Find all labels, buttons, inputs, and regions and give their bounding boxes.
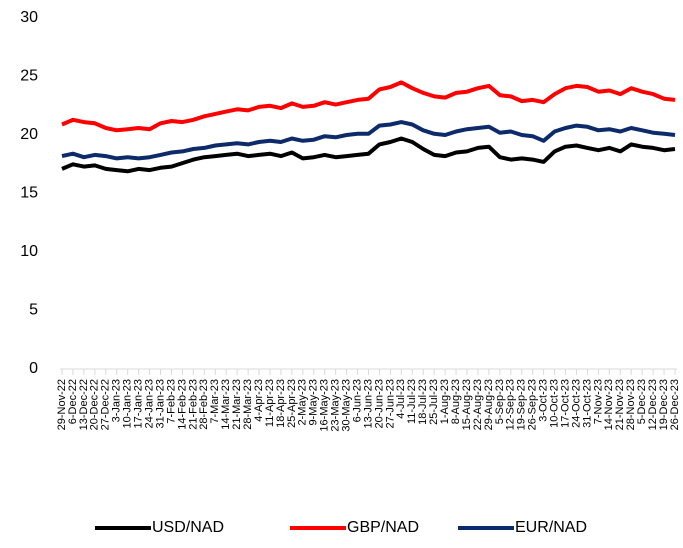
- x-tick-label: 29-Aug-23: [483, 379, 495, 430]
- x-tick-label: 5-Dec-23: [636, 379, 648, 424]
- x-tick-label: 11-Apr-23: [264, 379, 276, 427]
- x-tick-label: 14-Feb-23: [176, 379, 188, 430]
- x-tick-label: 13-Dec-22: [78, 379, 90, 430]
- x-tick-label: 20-Dec-22: [89, 379, 101, 430]
- x-tick-label: 28-Mar-23: [242, 379, 254, 430]
- x-tick-label: 11-Jul-23: [406, 379, 418, 424]
- x-tick-label: 12-Dec-23: [647, 379, 659, 430]
- x-tick-label: 21-Nov-23: [614, 379, 626, 430]
- x-tick-label: 14-Nov-23: [603, 379, 615, 430]
- series-line: [61, 136, 676, 174]
- x-tick-label: 24-Jan-23: [143, 379, 155, 429]
- legend-label: GBP/NAD: [347, 519, 419, 536]
- x-tick-label: 19-Dec-23: [658, 379, 670, 430]
- x-tick-label: 18-Jul-23: [417, 379, 429, 425]
- x-tick-label: 16-May-23: [319, 379, 331, 432]
- x-tick-label: 24-Oct-23: [570, 379, 582, 428]
- x-tick-label: 2-May-23: [297, 379, 309, 425]
- x-tick-label: 6-Jun-23: [351, 379, 363, 422]
- x-tick-label: 4-Apr-23: [253, 379, 265, 422]
- y-tick-label: 20: [20, 126, 38, 143]
- x-tick-label: 15-Aug-23: [461, 379, 473, 430]
- series-line: [61, 120, 676, 161]
- x-tick-label: 27-Dec-22: [100, 379, 112, 430]
- y-tick-label: 15: [20, 185, 38, 202]
- y-tick-label: 25: [20, 68, 38, 85]
- series-line: [61, 80, 676, 133]
- x-tick-label: 3-Jan-23: [111, 379, 123, 422]
- legend-label: USD/NAD: [152, 519, 224, 536]
- x-tick-label: 21-Feb-23: [187, 379, 199, 430]
- x-tick-label: 25-Apr-23: [286, 379, 298, 428]
- x-tick-label: 29-Nov-22: [56, 379, 68, 430]
- x-tick-label: 7-Mar-23: [209, 379, 221, 424]
- x-tick-label: 8-Aug-23: [450, 379, 462, 424]
- x-tick-label: 7-Feb-23: [165, 379, 177, 424]
- x-tick-label: 5-Sep-23: [494, 379, 506, 424]
- x-tick-label: 7-Nov-23: [592, 379, 604, 424]
- x-tick-label: 3-Oct-23: [538, 379, 550, 422]
- y-tick-label: 5: [29, 302, 38, 319]
- x-tick-label: 17-Jan-23: [133, 379, 145, 429]
- x-tick-label: 22-Aug-23: [472, 379, 484, 430]
- y-tick-label: 30: [20, 9, 38, 26]
- x-tick-label: 25-Jul-23: [428, 379, 440, 425]
- x-tick-label: 31-Jan-23: [154, 379, 166, 429]
- x-tick-label: 20-Jun-23: [373, 379, 385, 429]
- x-tick-label: 19-Sep-23: [516, 379, 528, 430]
- x-tick-label: 10-Jan-23: [122, 379, 134, 429]
- x-tick-label: 12-Sep-23: [505, 379, 517, 430]
- x-tick-label: 26-Sep-23: [527, 379, 539, 430]
- x-tick-label: 6-Dec-22: [67, 379, 79, 424]
- x-tick-label: 27-Jun-23: [384, 379, 396, 429]
- x-tick-label: 21-Mar-23: [231, 379, 243, 430]
- x-tick-label: 23-May-23: [330, 379, 342, 432]
- x-tick-label: 31-Oct-23: [581, 379, 593, 428]
- x-tick-label: 13-Jun-23: [362, 379, 374, 429]
- x-tick-label: 28-Nov-23: [625, 379, 637, 430]
- x-tick-label: 1-Aug-23: [439, 379, 451, 424]
- x-tick-label: 26-Dec-23: [669, 379, 681, 430]
- x-tick-label: 18-Apr-23: [275, 379, 287, 428]
- x-tick-label: 28-Feb-23: [198, 379, 210, 430]
- x-tick-label: 4-Jul-23: [395, 379, 407, 419]
- x-tick-label: 10-Oct-23: [548, 379, 560, 428]
- y-tick-label: 0: [29, 360, 38, 377]
- x-tick-label: 14-Mar-23: [220, 379, 232, 430]
- x-tick-label: 9-May-23: [308, 379, 320, 425]
- y-tick-label: 10: [20, 243, 38, 260]
- x-tick-label: 17-Oct-23: [559, 379, 571, 428]
- x-tick-label: 30-May-23: [341, 379, 353, 432]
- legend-label: EUR/NAD: [515, 519, 587, 536]
